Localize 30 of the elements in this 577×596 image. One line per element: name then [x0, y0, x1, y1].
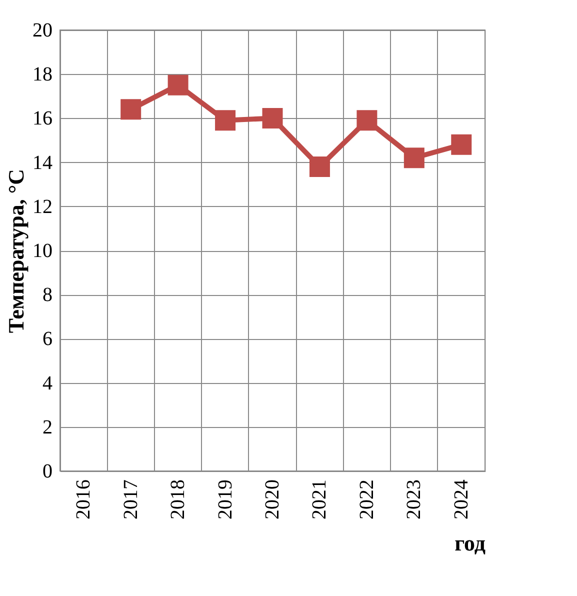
point — [120, 99, 142, 120]
y-tick-label: 14 — [32, 152, 52, 174]
y-tick-label: 16 — [32, 108, 52, 130]
y-tick-label: 8 — [42, 284, 52, 306]
point — [168, 74, 188, 96]
x-tick-label: 2022 — [356, 480, 378, 520]
y-tick-label: 2 — [42, 416, 52, 438]
x-axis-title: год — [454, 530, 486, 556]
x-tick-label: 2023 — [403, 480, 426, 520]
y-axis-title: Температура, °C — [4, 168, 28, 334]
point — [309, 156, 330, 177]
x-tick-label: 2018 — [167, 480, 190, 520]
y-tick-label: 18 — [32, 64, 52, 86]
x-tick-label: 2020 — [262, 480, 284, 520]
point — [451, 134, 472, 155]
y-tick-label: 4 — [42, 372, 52, 394]
x-tick-label: 2019 — [214, 480, 236, 520]
x-tick-label: 2021 — [308, 480, 331, 520]
point — [262, 108, 283, 128]
y-tick-label: 12 — [32, 196, 52, 218]
y-tick-label: 10 — [32, 240, 52, 262]
y-tick-label: 0 — [42, 460, 52, 482]
point — [215, 110, 236, 131]
x-tick-label: 2016 — [72, 480, 95, 520]
point — [356, 110, 378, 131]
point — [404, 148, 424, 168]
y-tick-label: 6 — [42, 328, 52, 350]
y-tick-label: 20 — [32, 20, 52, 42]
x-tick-label: 2017 — [120, 480, 142, 520]
x-tick-label: 2024 — [450, 480, 472, 520]
